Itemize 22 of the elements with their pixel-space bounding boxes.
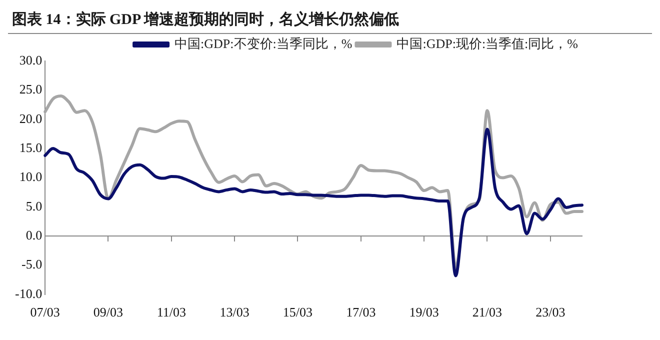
y-tick-label: -10.0 [14, 286, 42, 301]
legend-label: 中国:GDP:现价:当季值:同比，% [396, 36, 578, 51]
chart-title: 图表 14：实际 GDP 增速超预期的同时，名义增长仍然偏低 [8, 8, 652, 34]
x-tick-label: 09/03 [93, 304, 124, 320]
x-tick-label: 23/03 [536, 304, 566, 320]
x-tick-label: 17/03 [346, 304, 376, 320]
legend-label: 中国:GDP:不变价:当季同比，% [174, 36, 352, 51]
x-tick-label: 21/03 [472, 304, 502, 320]
x-tick-label: 15/03 [282, 304, 313, 320]
x-tick-label: 19/03 [409, 304, 439, 320]
y-tick-label: 10.0 [19, 169, 42, 184]
y-tick-label: 5.0 [26, 198, 42, 214]
y-tick-label: 20.0 [19, 110, 42, 126]
x-tick-label: 11/03 [156, 304, 186, 320]
y-tick-label: -5.0 [21, 256, 42, 272]
line-series [44, 128, 584, 278]
y-tick-label: 0.0 [26, 227, 42, 242]
y-tick-label: 30.0 [19, 52, 42, 68]
y-tick-label: 15.0 [19, 140, 42, 155]
x-tick-label: 13/03 [220, 304, 250, 320]
x-tick-label: 07/03 [30, 304, 60, 320]
y-tick-label: 25.0 [19, 82, 42, 97]
